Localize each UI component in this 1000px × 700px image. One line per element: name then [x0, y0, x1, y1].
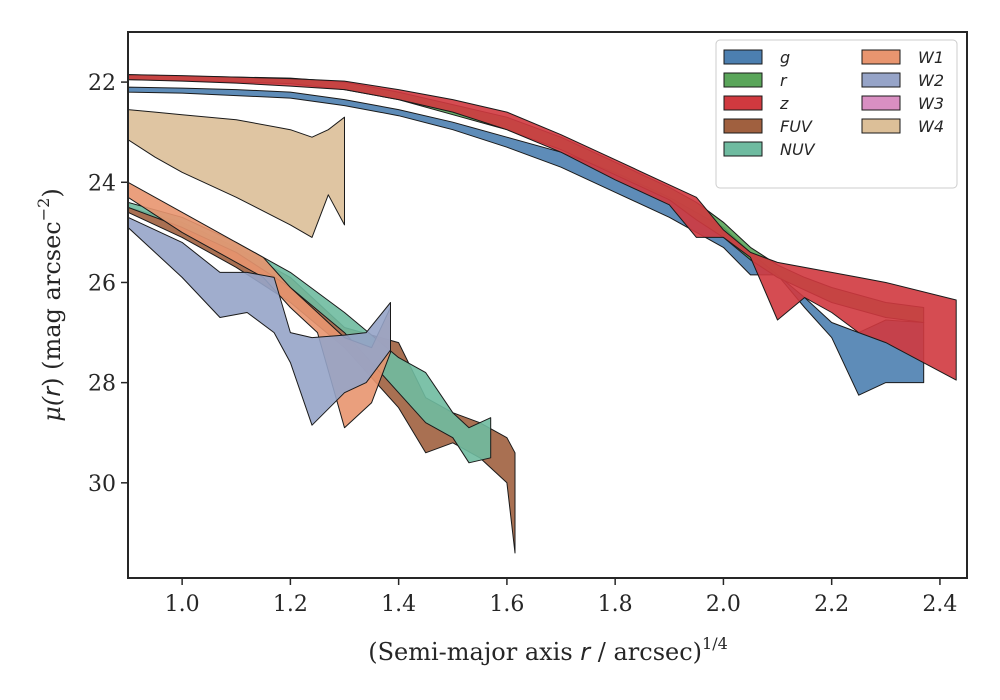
- x-tick-label: 1.2: [273, 592, 308, 617]
- series-band-z: [128, 74, 957, 381]
- legend-label: W3: [918, 94, 944, 113]
- legend-swatch: [723, 49, 763, 65]
- legend-swatch: [861, 95, 901, 111]
- legend-label: NUV: [780, 140, 816, 159]
- legend-swatch: [861, 49, 901, 65]
- legend-swatch: [861, 118, 901, 134]
- legend-swatch: [723, 141, 763, 157]
- legend-item-r: r: [723, 71, 788, 90]
- y-tick-label: 30: [88, 472, 116, 497]
- x-tick-label: 2.0: [706, 592, 741, 617]
- legend-swatch: [861, 72, 901, 88]
- legend-label: W2: [918, 71, 944, 90]
- legend-item-fuv: FUV: [723, 117, 813, 136]
- legend-swatch: [723, 95, 763, 111]
- legend: grz FUV NUV W1 W2 W3 W4: [715, 39, 958, 189]
- legend-item-nuv: NUV: [723, 140, 816, 159]
- legend-swatch: [723, 118, 763, 134]
- legend-item-z: z: [723, 94, 789, 113]
- x-tick-label: 2.4: [922, 592, 957, 617]
- legend-swatch: [723, 72, 763, 88]
- legend-item-w4: W4: [861, 117, 944, 136]
- series-band-g: [128, 86, 925, 396]
- legend-label: W4: [918, 117, 944, 136]
- y-tick-label: 24: [88, 171, 116, 196]
- x-axis-label: (Semi-major axis r / arcsec)1/4: [368, 634, 728, 666]
- legend-label: g: [780, 48, 790, 67]
- x-tick-label: 2.2: [814, 592, 849, 617]
- plot-frame: [127, 31, 968, 579]
- series-band-w1: [128, 181, 391, 429]
- y-axis-label: μ(r) (mag arcsec−2): [34, 188, 66, 421]
- x-tick-label: 1.6: [489, 592, 524, 617]
- series-band-w4: [128, 109, 345, 238]
- legend-item-g: g: [723, 48, 790, 67]
- y-tick-label: 26: [88, 271, 116, 296]
- legend-item-w3: W3: [861, 94, 944, 113]
- legend-label: FUV: [780, 117, 813, 136]
- legend-item-w1: W1: [861, 48, 944, 67]
- y-tick-label: 22: [88, 71, 116, 96]
- x-tick-label: 1.4: [381, 592, 416, 617]
- x-tick-label: 1.8: [598, 592, 633, 617]
- legend-label: z: [779, 94, 789, 113]
- x-axis: 1.0 1.2 1.4 1.6 1.8 2.0 2.2 2.4: [165, 578, 957, 617]
- series-band-w2: [128, 216, 391, 426]
- legend-item-w2: W2: [861, 71, 944, 90]
- legend-label: r: [780, 71, 788, 90]
- x-tick-label: 1.0: [165, 592, 200, 617]
- y-tick-label: 28: [88, 372, 116, 397]
- series-layer: [128, 74, 957, 554]
- legend-label: W1: [918, 48, 944, 67]
- y-axis: 22 24 26 28 30: [88, 71, 128, 497]
- series-band-nuv: [128, 201, 492, 464]
